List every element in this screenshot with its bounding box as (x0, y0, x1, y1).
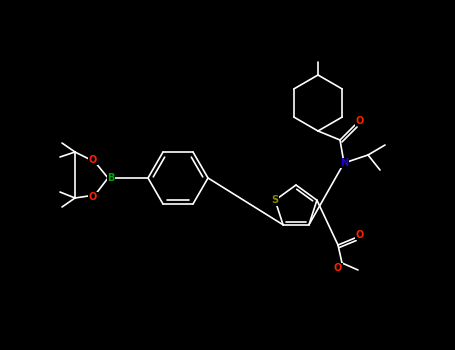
Text: O: O (89, 192, 97, 202)
Text: S: S (272, 195, 278, 205)
Text: N: N (340, 158, 348, 168)
Text: O: O (356, 116, 364, 126)
Text: O: O (356, 230, 364, 240)
Text: O: O (89, 155, 97, 165)
Text: O: O (334, 263, 342, 273)
Text: B: B (107, 173, 115, 183)
